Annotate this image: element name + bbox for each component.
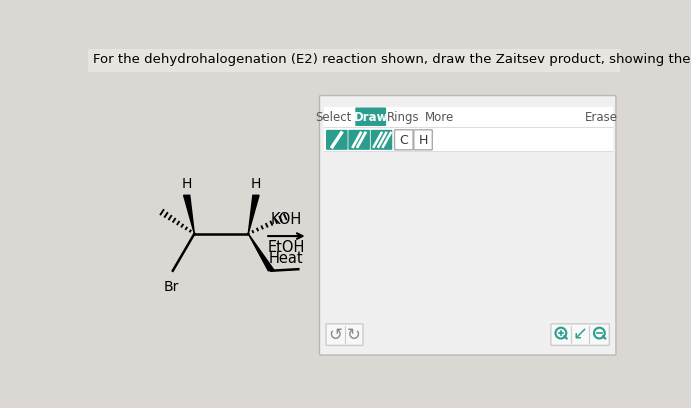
FancyBboxPatch shape [370,130,392,150]
Text: For the dehydrohalogenation (E2) reaction shown, draw the Zaitsev product, showi: For the dehydrohalogenation (E2) reactio… [93,53,691,66]
Text: ↙: ↙ [573,326,587,344]
Text: H: H [251,177,261,191]
FancyBboxPatch shape [326,130,348,150]
Text: H: H [418,134,428,147]
Bar [323,107,612,127]
Text: Draw: Draw [353,111,388,124]
Text: EtOH: EtOH [267,240,305,255]
FancyBboxPatch shape [395,130,413,150]
Text: More: More [426,111,455,124]
FancyBboxPatch shape [348,130,370,150]
Text: Br: Br [164,280,179,294]
FancyBboxPatch shape [355,107,386,126]
Text: KOH: KOH [270,212,301,227]
Bar [323,128,612,151]
Bar [88,49,621,71]
FancyBboxPatch shape [326,324,363,346]
Text: ↻: ↻ [347,326,361,344]
FancyBboxPatch shape [551,324,609,346]
Text: Heat: Heat [269,251,303,266]
Polygon shape [248,234,274,271]
Text: Erase: Erase [585,111,618,124]
Text: Rings: Rings [387,111,419,124]
Text: ↺: ↺ [328,326,342,344]
Polygon shape [248,195,259,234]
Polygon shape [184,195,194,234]
Text: Select: Select [315,111,351,124]
Text: C: C [399,134,408,147]
FancyBboxPatch shape [319,95,616,355]
Text: H: H [182,177,192,191]
FancyBboxPatch shape [414,130,433,150]
